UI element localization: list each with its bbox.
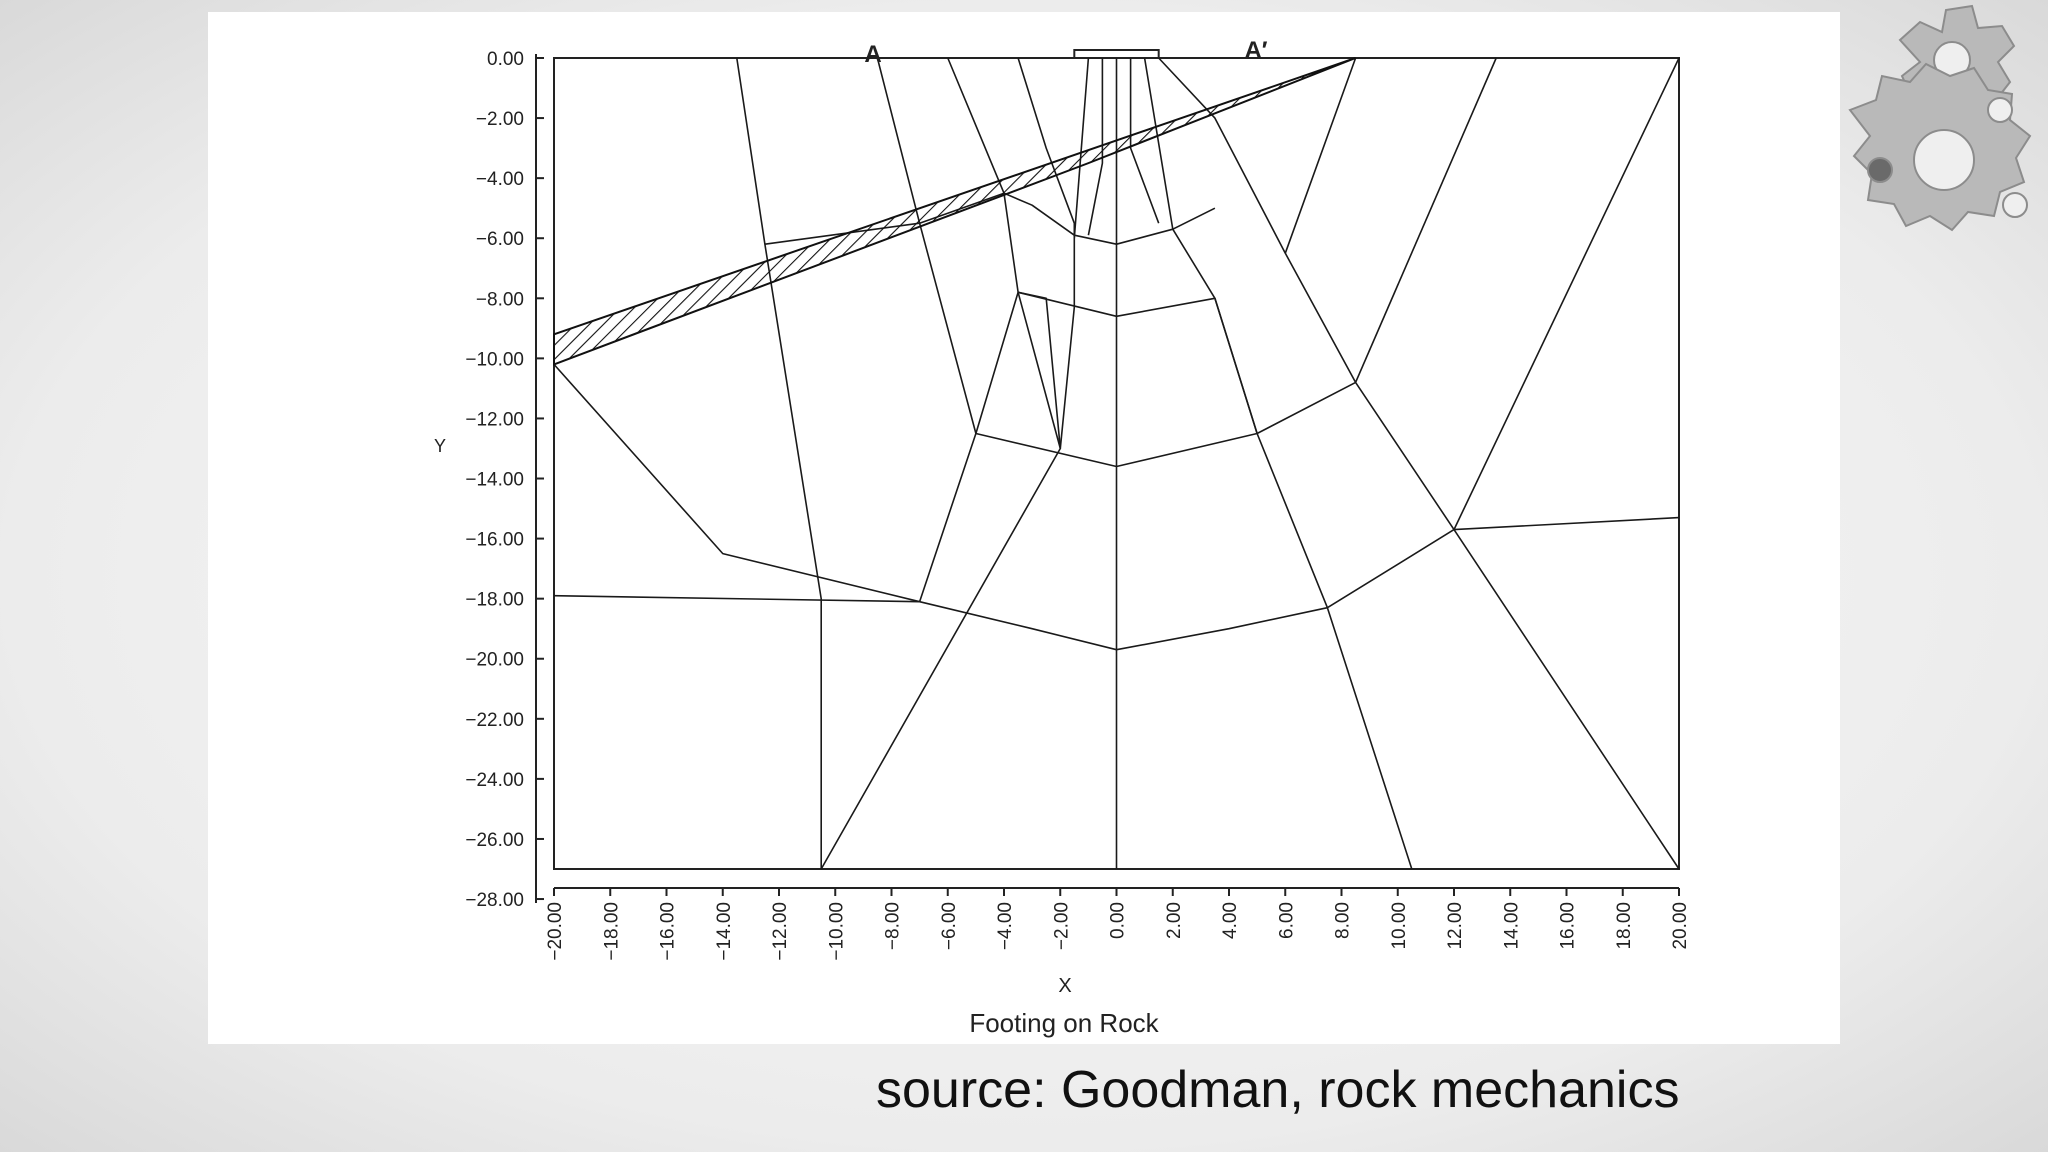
mesh-line-1: [876, 57, 977, 602]
y-tick-label-11: −22.00: [465, 710, 524, 731]
x-tick-label-2: −16.00: [658, 902, 679, 961]
mesh-line-3: [1017, 57, 1076, 449]
mesh-line-18: [1074, 207, 1216, 245]
x-tick-label-14: 8.00: [1333, 902, 1354, 939]
y-tick-label-13: −26.00: [465, 830, 524, 851]
mesh-line-10: [1284, 57, 1357, 254]
mesh-line-9: [1158, 57, 1680, 870]
x-tick-label-3: −14.00: [714, 902, 735, 961]
x-tick-label-10: 0.00: [1108, 902, 1129, 939]
x-axis-label: X: [1058, 975, 1071, 997]
y-tick-label-3: −6.00: [476, 229, 524, 250]
mesh-line-11: [1354, 57, 1497, 383]
mesh-line-12: [1453, 57, 1680, 530]
x-tick-label-8: −4.00: [995, 902, 1016, 950]
y-tick-label-14: −28.00: [465, 890, 524, 911]
mesh-line-0: [736, 57, 822, 869]
x-tick-label-5: −10.00: [826, 902, 847, 961]
source-caption: source: Goodman, rock mechanics: [876, 1061, 1680, 1119]
section-label-a-prime: A′: [1244, 37, 1267, 64]
slide-card: 0.00 −2.00 −4.00 −6.00 −8.00 −10.00 −12.00 −14.…: [208, 12, 1840, 1044]
y-tick-label-1: −2.00: [476, 109, 524, 130]
y-tick-label-2: −4.00: [476, 169, 524, 190]
y-tick-label-0: 0.00: [487, 49, 524, 70]
y-tick-label-6: −12.00: [465, 409, 524, 430]
x-tick-label-12: 4.00: [1220, 902, 1241, 939]
y-tick-label-9: −18.00: [465, 590, 524, 611]
x-tick-label-18: 16.00: [1558, 902, 1579, 950]
x-tick-label-13: 6.00: [1276, 902, 1297, 939]
x-tick-label-4: −12.00: [770, 902, 791, 961]
y-tick-label-5: −10.00: [465, 349, 524, 370]
y-tick-label-10: −20.00: [465, 650, 524, 671]
y-tick-label-12: −24.00: [465, 770, 524, 791]
y-tick-label-8: −16.00: [465, 530, 524, 551]
section-label-a: A: [864, 41, 881, 68]
mesh-line-14: [553, 516, 1680, 651]
mesh-line-8: [1143, 57, 1413, 870]
axes: [535, 49, 1680, 904]
hatched-weak-layer: [553, 57, 1356, 366]
x-tick-label-17: 14.00: [1501, 902, 1522, 950]
x-tick-label-9: −2.00: [1051, 902, 1072, 950]
gear-decoration-icon: [1848, 4, 2032, 232]
footing-block: [1073, 49, 1160, 59]
mesh-line-19: [975, 381, 1356, 468]
hatched-layer-band: [553, 57, 1356, 366]
mesh-line-7: [1129, 58, 1160, 224]
x-tick-label-1: −18.00: [601, 902, 622, 961]
x-tick-label-6: −8.00: [883, 902, 904, 950]
x-tick-label-0: −20.00: [545, 902, 566, 961]
axis-ticks: 0.00 −2.00 −4.00 −6.00 −8.00 −10.00 −12.00 −14.…: [465, 49, 1691, 961]
mesh-line-4: [1073, 57, 1090, 239]
mesh-line-13: [553, 363, 920, 603]
x-tick-label-20: 20.00: [1670, 902, 1691, 950]
footing-mesh-figure: 0.00 −2.00 −4.00 −6.00 −8.00 −10.00 −12.00 −14.…: [434, 37, 1691, 1038]
mesh-line-20: [1003, 192, 1075, 236]
y-tick-label-4: −8.00: [476, 289, 524, 310]
x-tick-label-19: 18.00: [1614, 902, 1635, 950]
x-tick-label-15: 10.00: [1389, 902, 1410, 950]
x-tick-label-11: 2.00: [1164, 902, 1185, 939]
y-tick-label-7: −14.00: [465, 470, 524, 491]
figure-title: Footing on Rock: [969, 1008, 1159, 1038]
finite-element-mesh: [553, 57, 1680, 870]
mesh-line-17: [1017, 291, 1258, 434]
x-tick-label-16: 12.00: [1445, 902, 1466, 950]
x-tick-label-7: −6.00: [939, 902, 960, 950]
y-axis-label: Y: [434, 436, 446, 456]
